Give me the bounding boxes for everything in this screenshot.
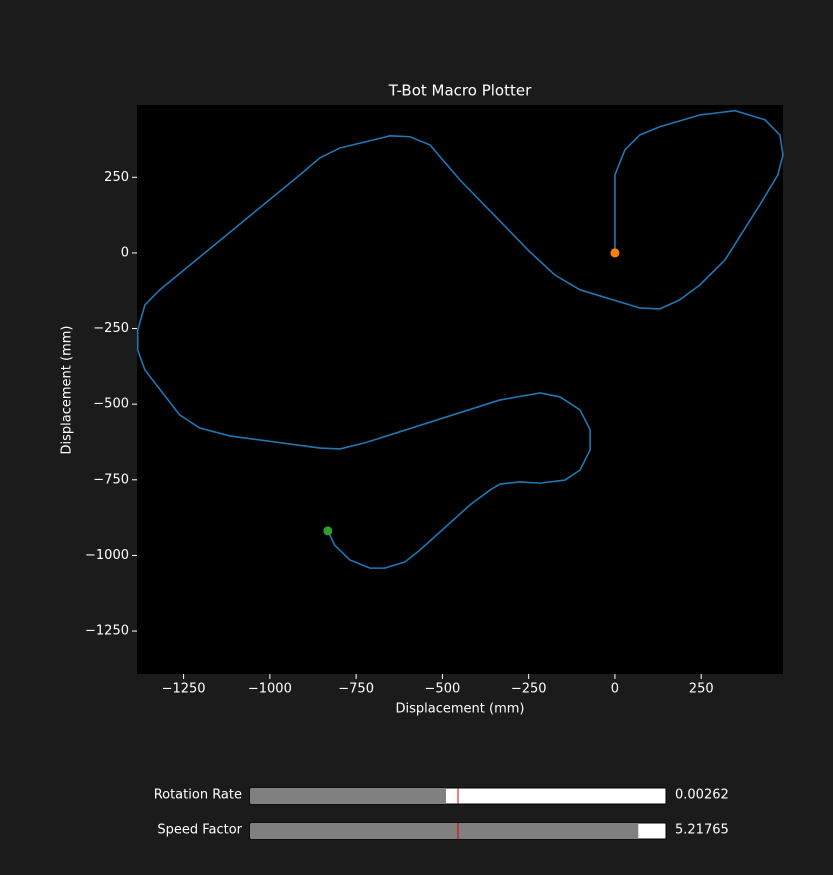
y-tick-label: −750 (93, 472, 129, 487)
y-tick-label: 0 (121, 245, 129, 260)
slider-value: 5.21765 (675, 823, 729, 838)
x-tick-label: −1000 (248, 682, 292, 697)
x-tick-label: −750 (338, 682, 374, 697)
slider-label: Rotation Rate (154, 788, 242, 803)
slider-fill[interactable] (251, 789, 447, 803)
x-axis-label: Displacement (mm) (396, 702, 525, 717)
y-tick-label: −250 (93, 321, 129, 336)
y-tick-label: −1250 (85, 624, 129, 639)
axes-bg (137, 105, 783, 674)
start-marker (610, 248, 620, 258)
end-marker (323, 526, 333, 536)
y-tick-label: −1000 (85, 548, 129, 563)
x-tick-label: −250 (511, 682, 547, 697)
y-tick-label: −500 (93, 397, 129, 412)
slider-value: 0.00262 (675, 788, 729, 803)
x-tick-label: −500 (425, 682, 461, 697)
chart-title: T-Bot Macro Plotter (388, 82, 532, 100)
slider-label: Speed Factor (157, 823, 242, 838)
trajectory-line (136, 109, 784, 569)
slider-fill[interactable] (251, 824, 639, 838)
y-axis-label: Displacement (mm) (60, 326, 75, 455)
x-tick-label: 0 (611, 682, 619, 697)
x-tick-label: −1250 (162, 682, 206, 697)
y-tick-label: 250 (104, 170, 129, 185)
x-tick-label: 250 (689, 682, 714, 697)
